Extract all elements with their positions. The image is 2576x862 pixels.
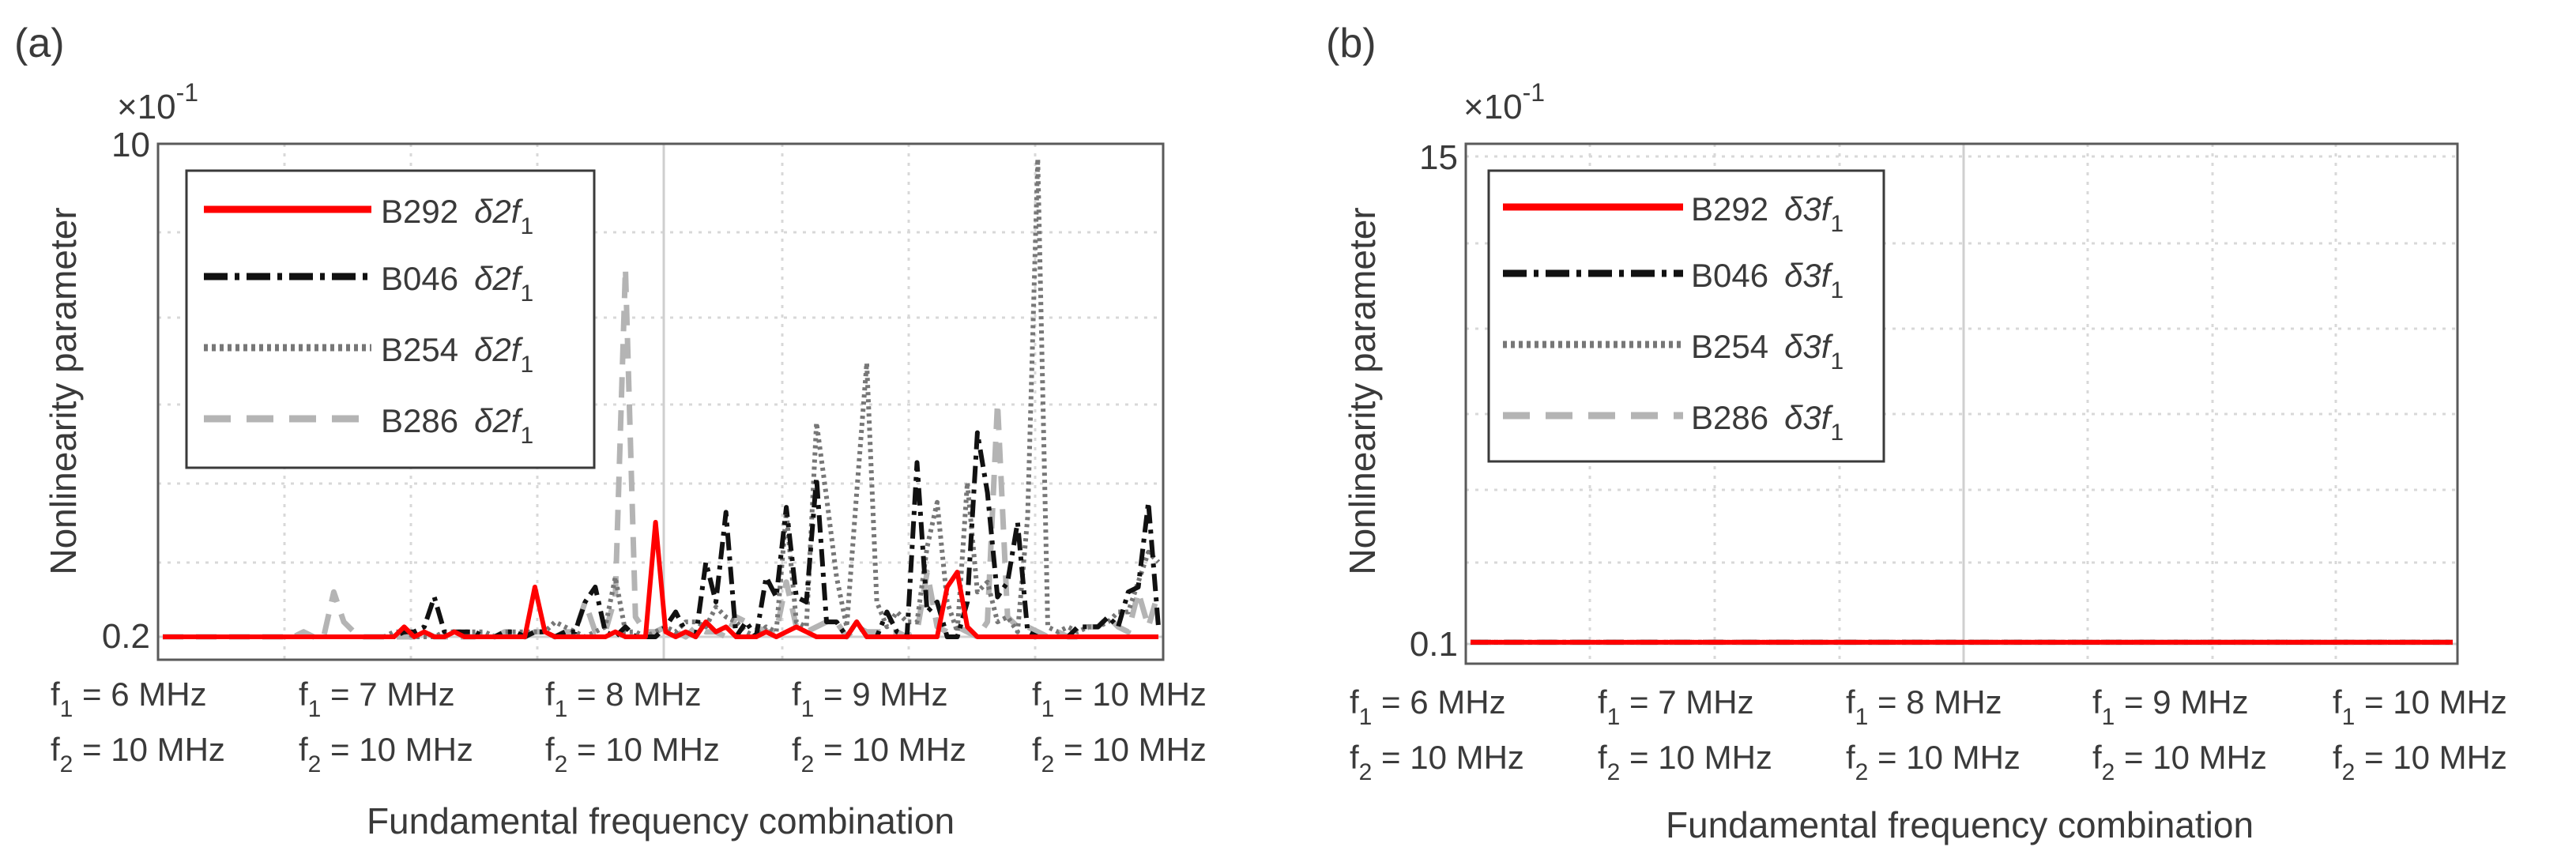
legend-label: B046 δ3f1 [1691,257,1843,303]
panel-b-ytick-top: 15 [1419,138,1458,177]
group-label-f1: f1 = 7 MHz [299,676,455,722]
legend-label: B286 δ3f1 [1691,399,1843,446]
group-label-f1: f1 = 10 MHz [2333,683,2507,730]
group-label-f1: f1 = 8 MHz [545,676,702,722]
group-label-f1: f1 = 9 MHz [2092,683,2249,730]
panel-a-axes-box [156,142,1165,661]
panel-b-group-labels: f1 = 6 MHz f2 = 10 MHz f1 = 7 MHz f2 = 1… [1350,683,2507,785]
panel-b-ylabel: Nonlinearity parameter [1342,207,1383,574]
panel-b-label: (b) [1326,21,1377,66]
group-label-f2: f2 = 10 MHz [1598,739,1772,785]
group-label-f1: f1 = 6 MHz [51,676,207,722]
group-label-f2: f2 = 10 MHz [2092,739,2267,785]
legend-label: B254 δ3f1 [1691,328,1843,375]
group-label-f2: f2 = 10 MHz [1350,739,1524,785]
legend-label: B046 δ2f1 [381,260,533,307]
legend-label: B292 δ2f1 [381,193,533,239]
group-label-f2: f2 = 10 MHz [792,731,966,777]
panel-a-ytick-bottom: 0.2 [102,617,150,656]
panel-b: (b) ×10-1 Nonlinearity parameter 15 0.1 [1326,21,2507,845]
panel-a-multiplier: ×10-1 [117,78,198,126]
group-label-f2: f2 = 10 MHz [299,731,473,777]
group-label-f1: f1 = 10 MHz [1032,676,1207,722]
panel-b-legend: B292 δ3f1 B046 δ3f1 B254 δ3f1 B286 δ3f1 [1487,169,1885,463]
panel-a-group-labels: f1 = 6 MHz f2 = 10 MHz f1 = 7 MHz f2 = 1… [51,676,1207,777]
legend-label: B254 δ2f1 [381,331,533,378]
group-label-f1: f1 = 8 MHz [1846,683,2002,730]
group-label-f2: f2 = 10 MHz [51,731,225,777]
group-label-f2: f2 = 10 MHz [1846,739,2021,785]
group-label-f2: f2 = 10 MHz [545,731,720,777]
panel-a-plot-lines [163,156,1162,640]
panel-a-series-b286 [163,265,1162,640]
panel-a-legend: B292 δ2f1 B046 δ2f1 B254 δ2f1 B286 δ2f1 [185,169,596,469]
group-label-f1: f1 = 6 MHz [1350,683,1506,730]
panel-a: (a) ×10-1 Nonlinearity parameter 10 0.2 [14,21,1207,841]
panel-a-xlabel: Fundamental frequency combination [367,800,955,841]
legend-label: B292 δ3f1 [1691,190,1843,237]
panel-a-series-b292 [163,520,1158,639]
group-label-f2: f2 = 10 MHz [1032,731,1207,777]
legend-label: B286 δ2f1 [381,402,533,449]
panel-b-ytick-bottom: 0.1 [1410,625,1458,664]
panel-a-label: (a) [14,21,65,66]
panel-a-ytick-top: 10 [111,126,150,164]
panel-b-multiplier: ×10-1 [1463,78,1545,126]
group-label-f2: f2 = 10 MHz [2333,739,2507,785]
panel-b-xlabel: Fundamental frequency combination [1666,804,2254,845]
group-label-f1: f1 = 9 MHz [792,676,948,722]
group-label-f1: f1 = 7 MHz [1598,683,1754,730]
panel-a-ylabel: Nonlinearity parameter [43,207,84,574]
panel-b-axes-box [1464,142,2459,665]
